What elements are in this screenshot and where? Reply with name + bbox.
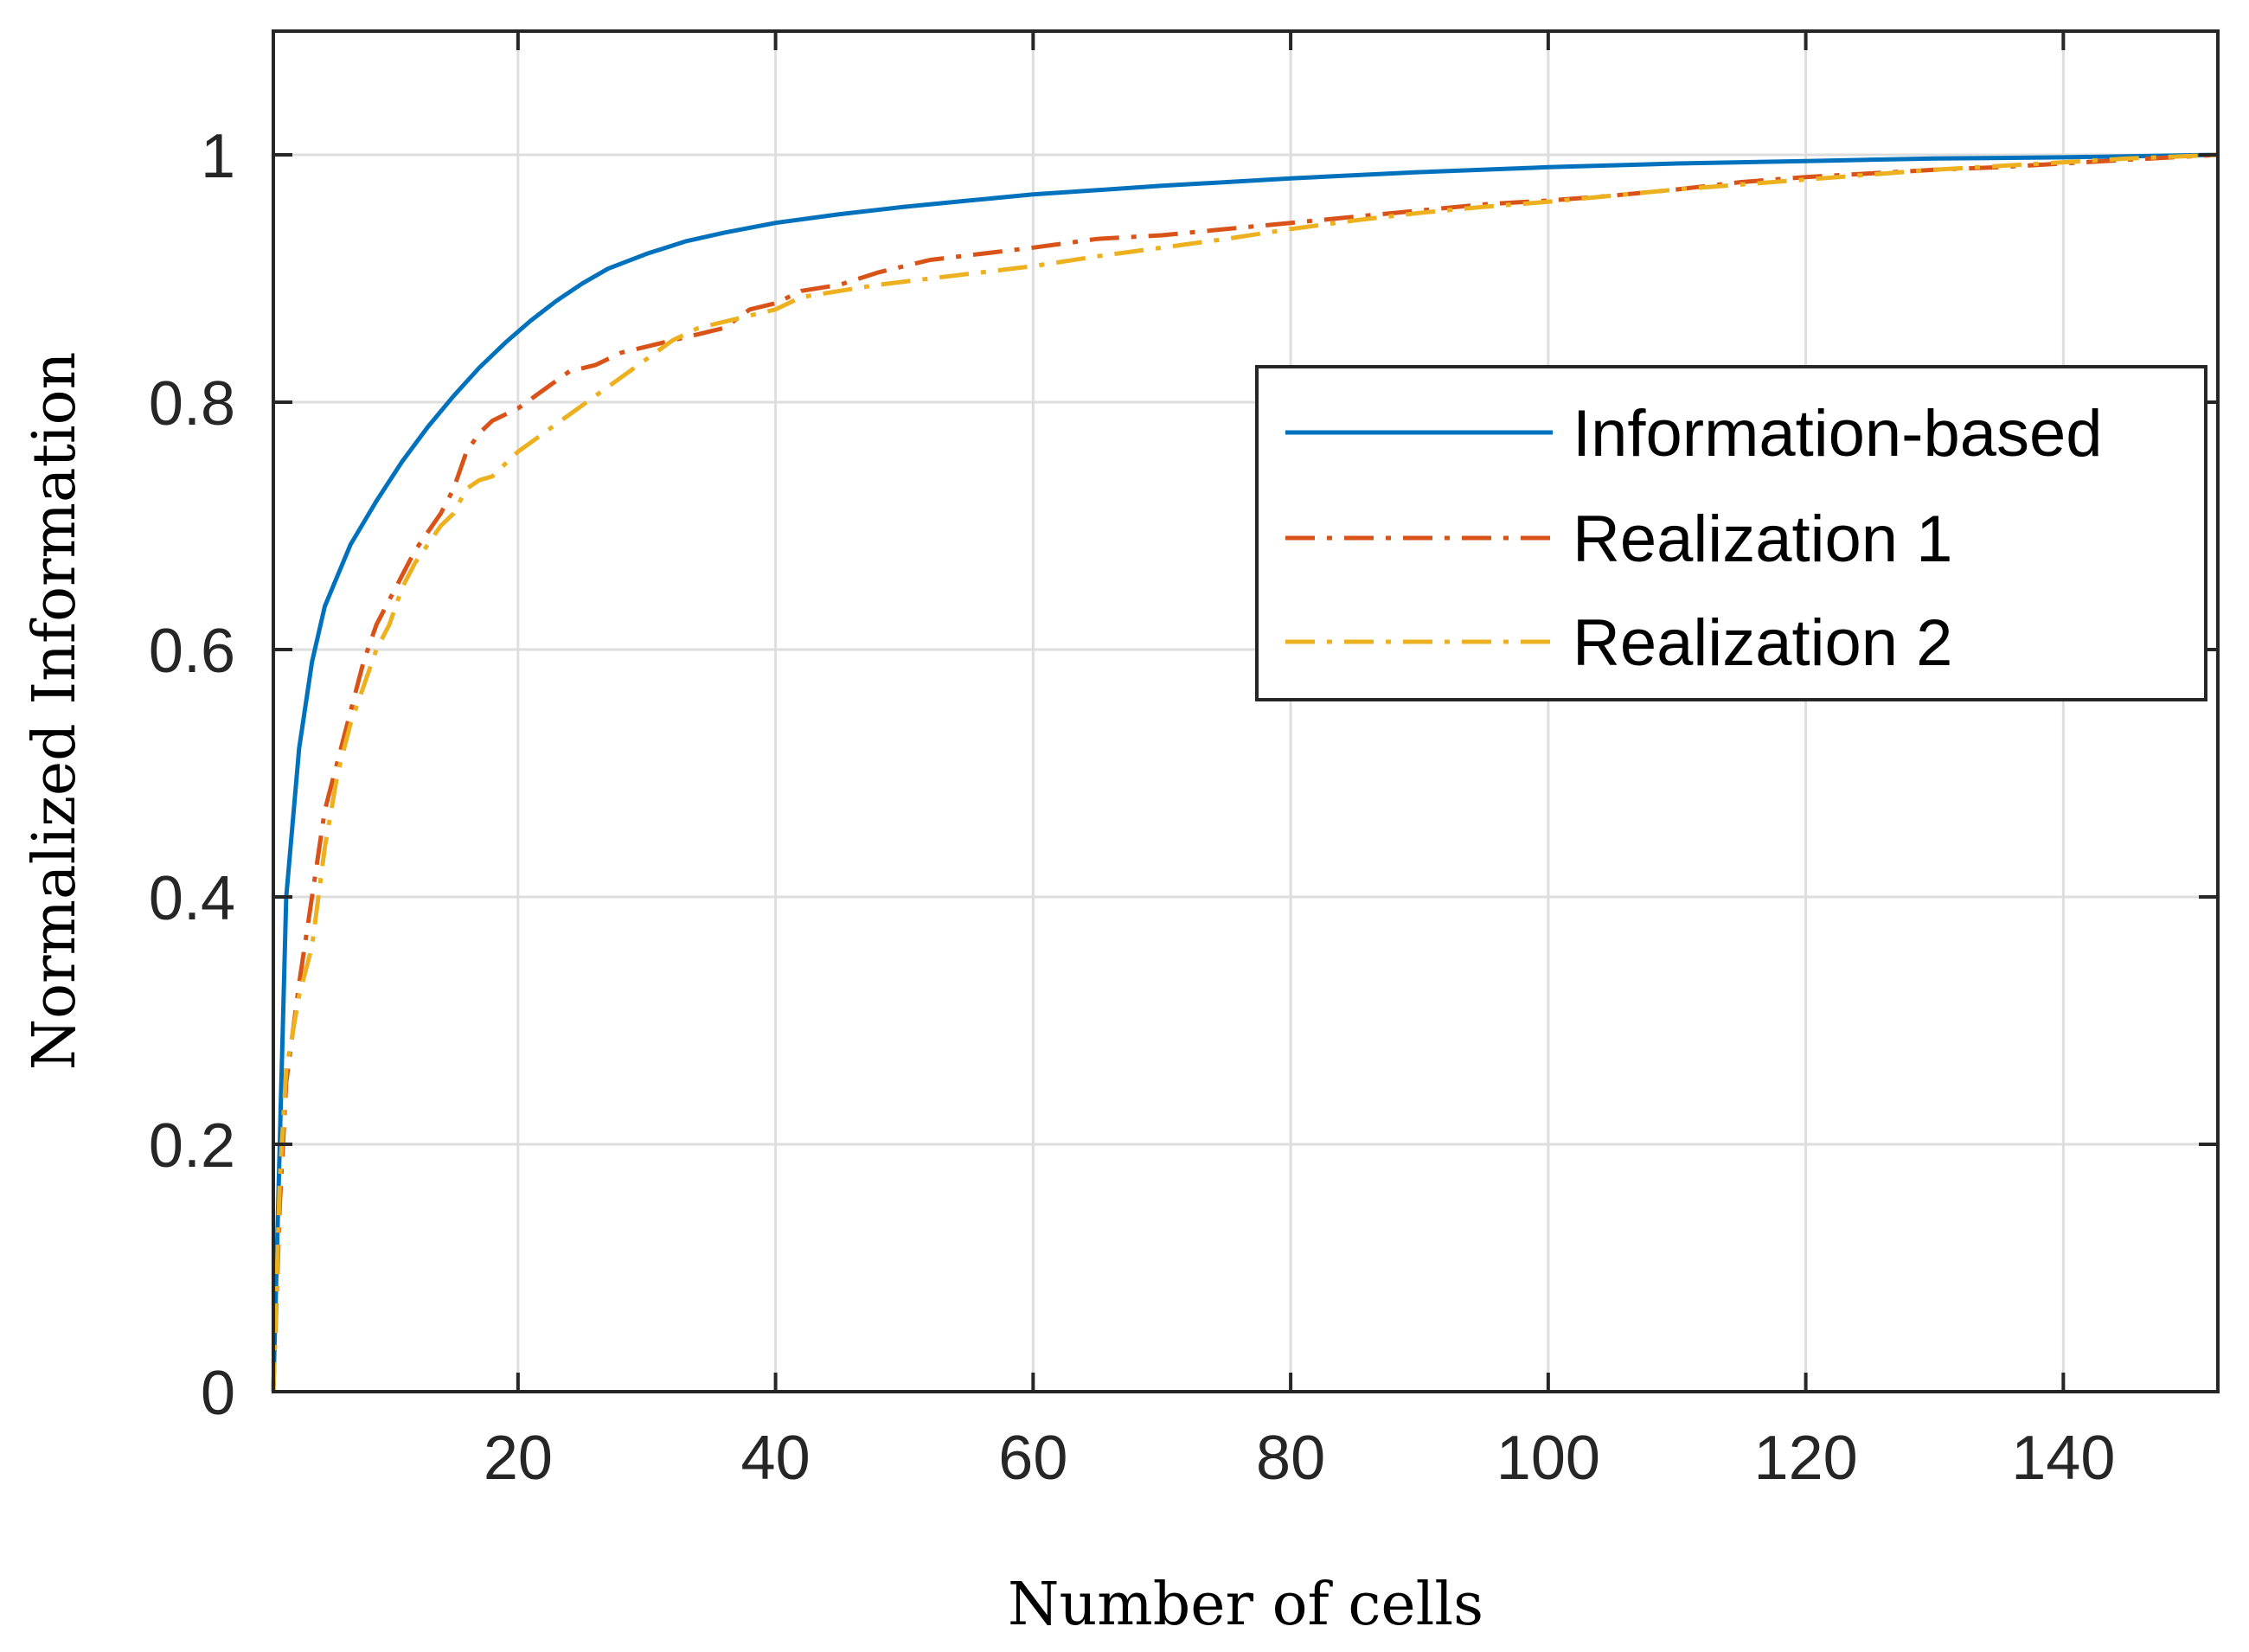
- tick-labels: 20 40 60 80 100 120 140 0 0.2 0.4 0.6 0.8 1: [149, 122, 2116, 1493]
- y-tick-label: 0.6: [149, 617, 235, 686]
- series-layer: [271, 152, 2219, 1393]
- plot-background: [273, 31, 2218, 1392]
- x-tick-label: 40: [741, 1424, 811, 1493]
- x-tick-label: 140: [2011, 1424, 2115, 1493]
- y-tick-label: 0: [201, 1359, 235, 1428]
- y-axis-label: Normalized Information: [21, 352, 89, 1071]
- legend-label-2: Realization 1: [1573, 503, 1952, 576]
- legend-box: [1255, 365, 2207, 701]
- x-axis-label: Number of cells: [1008, 1571, 1483, 1639]
- legend-label-3: Realization 2: [1573, 606, 1952, 680]
- y-tick-label: 0.8: [149, 369, 235, 439]
- plot-frame: [272, 29, 2220, 1393]
- x-tick-label: 80: [1256, 1424, 1325, 1493]
- ticks: [273, 31, 2218, 1393]
- x-tick-label: 60: [998, 1424, 1067, 1493]
- y-tick-label: 0.4: [149, 864, 235, 933]
- x-tick-label: 20: [484, 1424, 553, 1493]
- y-tick-label: 0.2: [149, 1111, 235, 1181]
- legend-label-1: Information-based: [1573, 397, 2103, 471]
- series-line-3: [271, 152, 2219, 1393]
- y-tick-label: 1: [201, 122, 235, 191]
- x-tick-label: 100: [1496, 1424, 1600, 1493]
- legend: Information-based Realization 1 Realizatio…: [1255, 365, 2207, 701]
- series-line-1: [271, 152, 2219, 1393]
- x-tick-label: 120: [1754, 1424, 1858, 1493]
